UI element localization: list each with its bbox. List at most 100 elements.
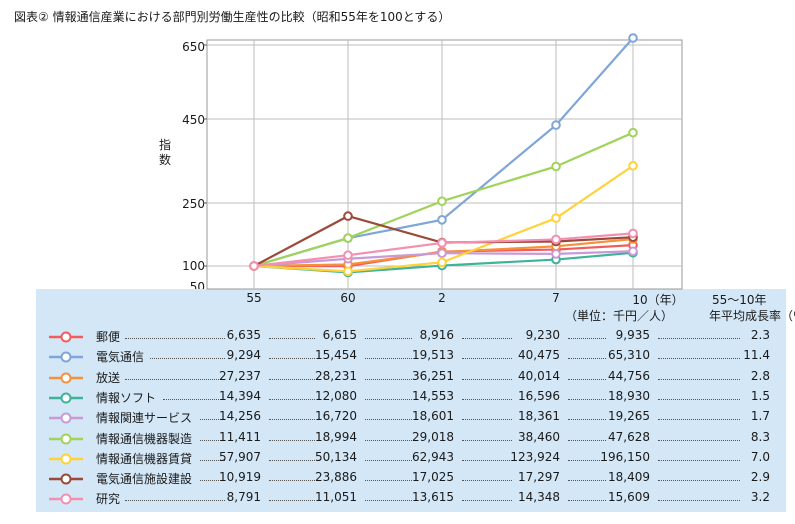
legend-label: 情報通信機器賃貸: [96, 451, 193, 466]
dotted-leader: [462, 378, 512, 380]
dotted-leader: [269, 338, 315, 339]
growth-rate-value: 3.2: [750, 490, 770, 505]
data-point: [249, 261, 259, 271]
table-cell-value: 57,907: [219, 449, 261, 464]
data-point: [551, 213, 561, 223]
legend-marker: [49, 351, 83, 363]
legend-label: 電気通信: [96, 350, 145, 365]
table-cell-value: 13,615: [412, 490, 454, 505]
data-point: [437, 196, 447, 206]
data-point: [628, 228, 638, 239]
legend-label: 電気通信施設建設: [96, 472, 193, 487]
legend-marker: [49, 331, 83, 343]
legend-label: 研究: [96, 492, 121, 507]
data-point: [628, 33, 638, 43]
data-point: [343, 250, 353, 261]
dotted-leader: [125, 378, 225, 380]
growth-rate-value: 7.0: [750, 449, 770, 464]
data-point: [628, 127, 638, 138]
dotted-leader: [200, 439, 225, 441]
table-cell-value: 12,080: [315, 388, 357, 403]
growth-rate-header-period: 55〜10年: [712, 293, 767, 307]
table-cell-value: 18,930: [608, 388, 650, 403]
dotted-leader: [200, 419, 225, 421]
table-row: 情報関連サービス 14,256 16,720 18,601 18,361 19,265 1.…: [0, 408, 795, 428]
x-tick-label: 7: [552, 291, 560, 305]
table-row: 郵便 6,635 6,615 8,916 9,230 9,935 2.3: [0, 327, 795, 347]
dotted-leader: [658, 480, 740, 482]
dotted-leader: [462, 480, 512, 482]
legend-label: 情報関連サービス: [96, 411, 193, 426]
data-point: [551, 161, 561, 172]
table-row: 放送 27,237 28,231 36,251 40,014 44,756 2.8: [0, 368, 795, 388]
table-cell-value: 11,051: [315, 490, 357, 505]
data-point: [551, 120, 561, 130]
growth-rate-value: 1.5: [750, 388, 770, 403]
table-cell-value: 6,635: [226, 328, 261, 342]
table-cell-value: 17,025: [412, 470, 454, 485]
dotted-leader: [200, 459, 225, 461]
data-point: [437, 215, 447, 225]
table-row: 情報ソフト 14,394 12,080 14,553 16,596 18,930 1.5: [0, 388, 795, 408]
data-point: [437, 238, 447, 248]
dotted-leader: [125, 338, 225, 339]
table-cell-value: 15,454: [315, 348, 357, 363]
data-point: [437, 248, 447, 258]
dotted-leader: [365, 480, 412, 482]
dotted-leader: [568, 439, 606, 441]
table-cell-value: 50,134: [315, 449, 357, 464]
table-cell-value: 8,916: [419, 328, 454, 342]
data-point: [343, 266, 353, 277]
table-cell-value: 8,791: [226, 490, 261, 505]
table-cell-value: 11,411: [219, 429, 261, 444]
dotted-leader: [365, 398, 412, 400]
table-cell-value: 18,601: [412, 409, 454, 424]
dotted-leader: [462, 419, 512, 421]
table-cell-value: 14,256: [219, 409, 261, 424]
dotted-leader: [568, 398, 606, 400]
dotted-leader: [269, 419, 315, 421]
table-cell-value: 17,297: [518, 470, 560, 485]
dotted-leader: [658, 358, 740, 360]
x-tick-label: 60: [340, 291, 356, 305]
table-cell-value: 196,150: [600, 449, 650, 464]
table-row: 電気通信施設建設 10,919 23,886 17,025 17,297 18,409 2.…: [0, 469, 795, 489]
dotted-leader: [568, 459, 606, 461]
legend-marker: [49, 412, 83, 424]
table-row: 研究 8,791 11,051 13,615 14,348 15,609 3.2: [0, 489, 795, 509]
table-cell-value: 40,475: [518, 348, 560, 363]
legend-marker: [49, 433, 83, 444]
growth-rate-header-label: 年平均成長率（％）: [709, 309, 795, 323]
table-cell-value: 62,943: [412, 449, 454, 464]
dotted-leader: [568, 378, 606, 380]
x-tick-label: 10（年）: [632, 293, 684, 307]
table-cell-value: 10,919: [219, 470, 261, 485]
dotted-leader: [568, 338, 606, 339]
dotted-leader: [568, 419, 606, 421]
dotted-leader: [568, 358, 606, 360]
table-cell-value: 6,615: [322, 328, 357, 342]
dotted-leader: [269, 500, 315, 502]
legend-label: 放送: [96, 370, 121, 385]
dotted-leader: [269, 378, 315, 380]
table-row: 情報通信機器製造 11,411 18,994 29,018 38,460 47,628 8.…: [0, 429, 795, 449]
dotted-leader: [269, 439, 315, 441]
dotted-leader: [462, 439, 512, 441]
dotted-leader: [462, 398, 512, 400]
dotted-leader: [568, 500, 606, 502]
y-axis-label: 指数: [158, 138, 171, 167]
growth-rate-value: 2.8: [750, 368, 770, 383]
table-cell-value: 18,409: [608, 470, 650, 485]
legend-marker: [49, 392, 83, 404]
dotted-leader: [365, 419, 412, 421]
chart-title: 図表② 情報通信産業における部門別労働生産性の比較（昭和55年を100とする）: [14, 10, 451, 24]
data-point: [551, 249, 561, 259]
x-tick-label: 55: [246, 291, 262, 305]
data-point: [628, 160, 638, 171]
growth-rate-value: 11.4: [743, 348, 770, 363]
dotted-leader: [365, 459, 412, 461]
table-cell-value: 27,237: [219, 368, 261, 383]
legend-label: 情報ソフト: [96, 390, 157, 405]
dotted-leader: [125, 500, 225, 502]
table-cell-value: 36,251: [412, 368, 454, 383]
